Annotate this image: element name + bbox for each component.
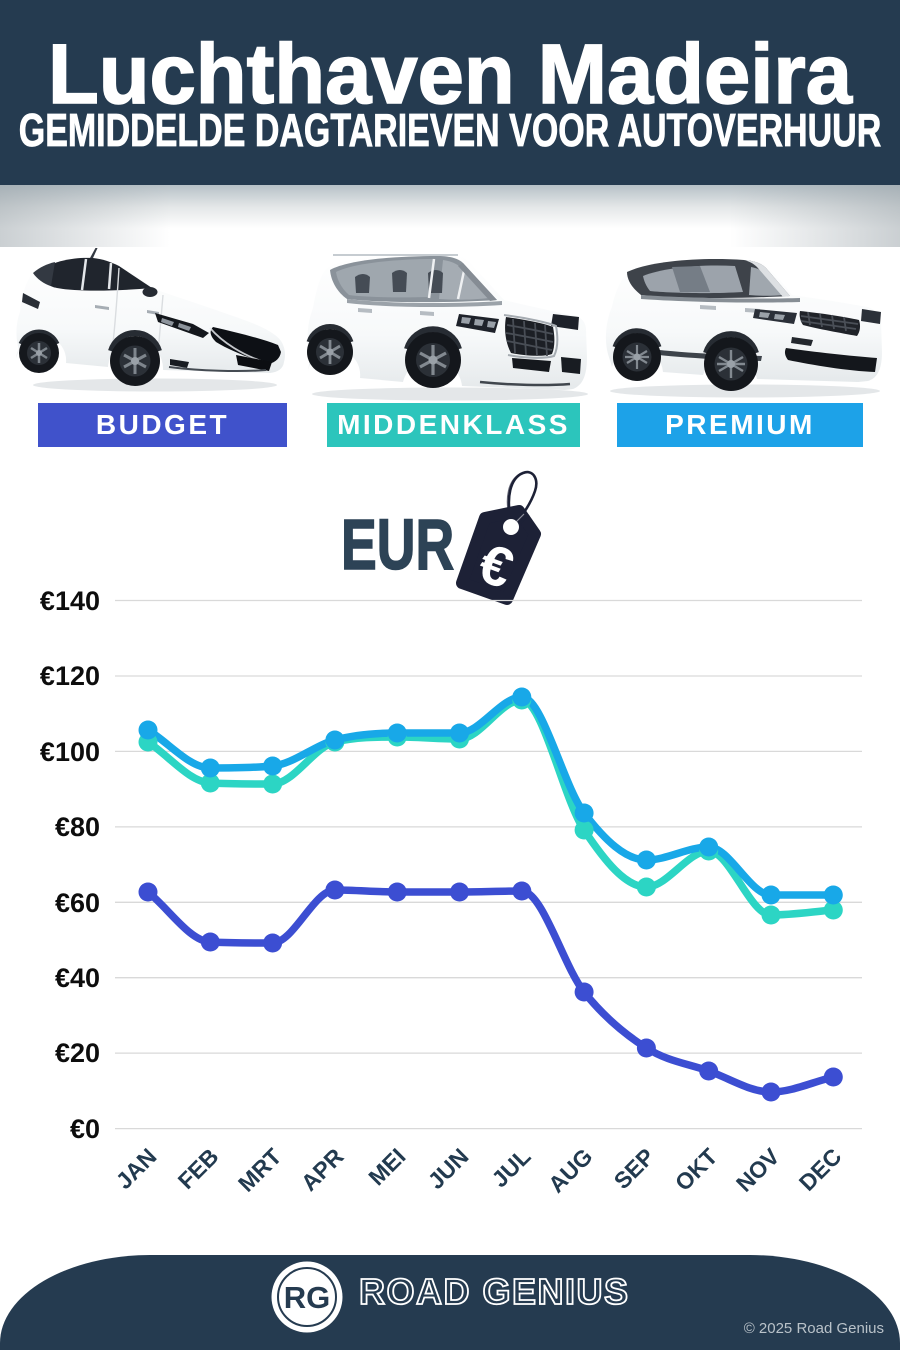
svg-text:OKT: OKT (670, 1143, 723, 1196)
svg-text:MEI: MEI (363, 1143, 410, 1190)
svg-text:€20: €20 (55, 1038, 100, 1068)
svg-text:€40: €40 (55, 963, 100, 993)
svg-text:DEC: DEC (794, 1143, 847, 1196)
svg-text:RG: RG (284, 1280, 331, 1315)
svg-text:JUL: JUL (486, 1143, 535, 1192)
svg-text:€0: €0 (70, 1114, 100, 1144)
svg-text:AUG: AUG (543, 1143, 598, 1198)
svg-text:€100: €100 (40, 737, 100, 767)
svg-text:€60: €60 (55, 888, 100, 918)
svg-text:FEB: FEB (173, 1143, 224, 1194)
svg-text:€120: €120 (40, 661, 100, 691)
svg-text:APR: APR (296, 1143, 349, 1196)
svg-text:NOV: NOV (731, 1143, 785, 1197)
svg-text:SEP: SEP (609, 1143, 660, 1194)
svg-text:JUN: JUN (423, 1143, 474, 1194)
svg-text:JAN: JAN (111, 1143, 162, 1194)
svg-text:€80: €80 (55, 812, 100, 842)
svg-text:€140: €140 (40, 586, 100, 616)
svg-text:MRT: MRT (233, 1143, 287, 1197)
